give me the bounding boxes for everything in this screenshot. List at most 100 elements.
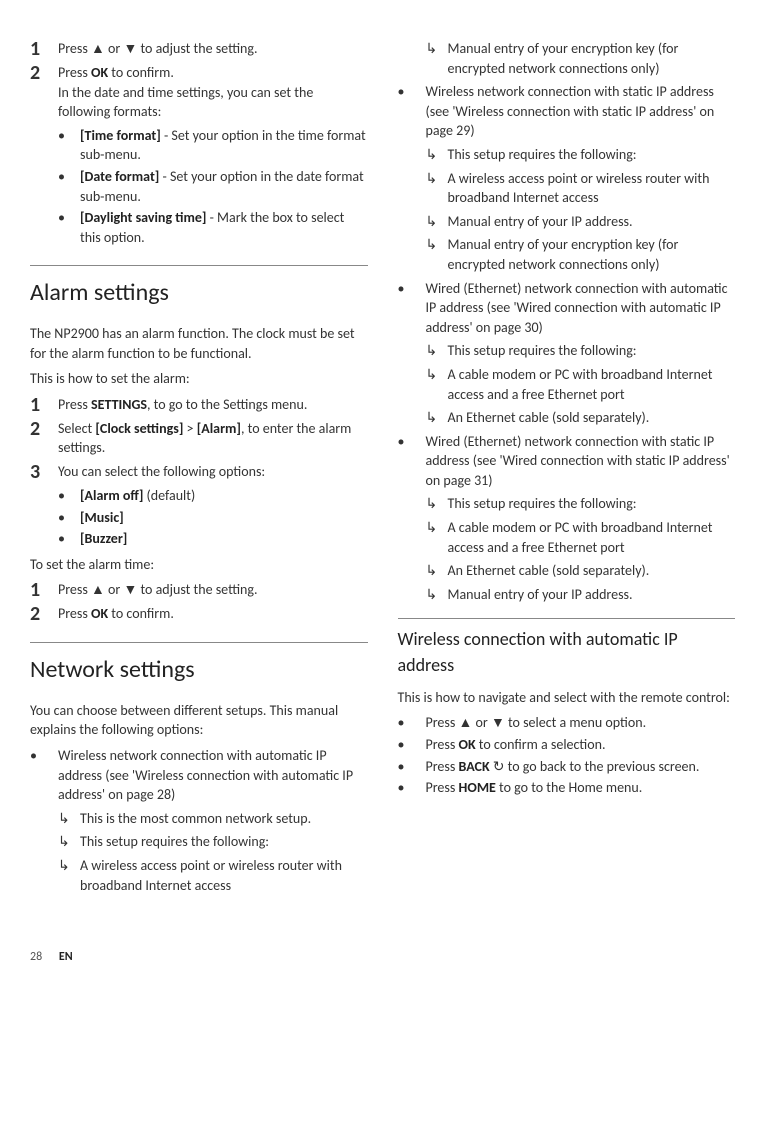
label: [Alarm] bbox=[197, 420, 241, 437]
arrow-body: Manual entry of your encryption key (for… bbox=[448, 39, 736, 78]
alarm-settings-heading: Alarm settings bbox=[30, 265, 368, 310]
label: [Buzzer] bbox=[80, 529, 368, 549]
arrow-icon: ↳ bbox=[426, 585, 448, 605]
label: OK bbox=[459, 736, 476, 753]
wireless-auto-intro: This is how to navigate and select with … bbox=[398, 688, 736, 708]
arrow-icon: ↳ bbox=[58, 856, 80, 895]
bullet-marker: • bbox=[398, 82, 426, 141]
right-column: ↳ Manual entry of your encryption key (f… bbox=[398, 35, 736, 899]
alarm-step-1: 1 Press SETTINGS, to go to the Settings … bbox=[30, 395, 368, 415]
bullet-body: Press HOME to go to the Home menu. bbox=[426, 778, 736, 798]
arrow-icon: ↳ bbox=[426, 169, 448, 208]
alarm-how: This is how to set the alarm: bbox=[30, 369, 368, 389]
step-number: 1 bbox=[30, 39, 58, 59]
step-body: Press ▲ or ▼ to adjust the setting. bbox=[58, 39, 368, 59]
network-intro: You can choose between different setups.… bbox=[30, 701, 368, 740]
arrow-icon: ↳ bbox=[426, 408, 448, 428]
bullet-body: Press OK to confirm a selection. bbox=[426, 735, 736, 755]
text: Press bbox=[426, 758, 459, 775]
step-body: Press OK to confirm. In the date and tim… bbox=[58, 63, 368, 122]
arrow-body: This is the most common network setup. bbox=[80, 809, 368, 829]
label: [Date format] bbox=[80, 168, 159, 185]
label: BACK bbox=[459, 758, 490, 775]
arrow-body: An Ethernet cable (sold separately). bbox=[448, 408, 736, 428]
buzzer-item: • [Buzzer] bbox=[58, 529, 368, 549]
bullet-body: Wired (Ethernet) network connection with… bbox=[426, 432, 736, 491]
remote-step: • Press ▲ or ▼ to select a menu option. bbox=[398, 713, 736, 733]
dst-item: • [Daylight saving time] - Mark the box … bbox=[58, 208, 368, 247]
arrow-item: ↳ A cable modem or PC with broadband Int… bbox=[426, 518, 736, 557]
arrow-icon: ↳ bbox=[426, 235, 448, 274]
arrow-body: Manual entry of your encryption key (for… bbox=[448, 235, 736, 274]
bullet-body: Wireless network connection with static … bbox=[426, 82, 736, 141]
bullet-marker: • bbox=[58, 167, 80, 206]
bullet-marker: • bbox=[58, 208, 80, 247]
bullet-marker: • bbox=[58, 529, 80, 549]
arrow-icon: ↳ bbox=[426, 518, 448, 557]
bullet-marker: • bbox=[398, 757, 426, 777]
text: Press bbox=[58, 605, 91, 622]
label: SETTINGS bbox=[91, 396, 147, 413]
text: Select bbox=[58, 420, 95, 437]
arrow-item: ↳ A wireless access point or wireless ro… bbox=[426, 169, 736, 208]
arrow-item: ↳ Manual entry of your IP address. bbox=[426, 585, 736, 605]
arrow-item: ↳ Manual entry of your IP address. bbox=[426, 212, 736, 232]
arrow-icon: ↳ bbox=[58, 832, 80, 852]
text: (default) bbox=[143, 487, 195, 504]
text: Press bbox=[426, 736, 459, 753]
arrow-icon: ↳ bbox=[426, 561, 448, 581]
arrow-body: A wireless access point or wireless rout… bbox=[80, 856, 368, 895]
bullet-marker: • bbox=[398, 279, 426, 338]
bullet-body: [Time format] - Set your option in the t… bbox=[80, 126, 368, 165]
arrow-item: ↳ Manual entry of your encryption key (f… bbox=[426, 39, 736, 78]
time-step-1: 1 Press ▲ or ▼ to adjust the setting. bbox=[30, 580, 368, 600]
arrow-item: ↳ An Ethernet cable (sold separately). bbox=[426, 561, 736, 581]
arrow-icon: ↳ bbox=[426, 39, 448, 78]
bullet-body: [Daylight saving time] - Mark the box to… bbox=[80, 208, 368, 247]
arrow-body: A wireless access point or wireless rout… bbox=[448, 169, 736, 208]
text: > bbox=[183, 420, 196, 437]
bullet-marker: • bbox=[30, 746, 58, 805]
wireless-auto-heading: Wireless connection with automatic IP ad… bbox=[398, 618, 736, 677]
arrow-body: This setup requires the following: bbox=[448, 494, 736, 514]
arrow-body: Manual entry of your IP address. bbox=[448, 212, 736, 232]
date-format-item: • [Date format] - Set your option in the… bbox=[58, 167, 368, 206]
text: to confirm. bbox=[108, 605, 174, 622]
step-number: 1 bbox=[30, 395, 58, 415]
step-1: 1 Press ▲ or ▼ to adjust the setting. bbox=[30, 39, 368, 59]
text: ↻ to go back to the previous screen. bbox=[490, 758, 700, 775]
label: [Clock settings] bbox=[95, 420, 183, 437]
step-number: 2 bbox=[30, 604, 58, 624]
page-number: 28 bbox=[30, 950, 42, 964]
bullet-marker: • bbox=[398, 432, 426, 491]
step-2: 2 Press OK to confirm. In the date and t… bbox=[30, 63, 368, 122]
arrow-icon: ↳ bbox=[426, 494, 448, 514]
step-number: 2 bbox=[30, 419, 58, 458]
arrow-item: ↳ Manual entry of your encryption key (f… bbox=[426, 235, 736, 274]
text: to confirm. bbox=[108, 64, 174, 81]
text: Press bbox=[58, 396, 91, 413]
music-item: • [Music] bbox=[58, 508, 368, 528]
wired-static-item: • Wired (Ethernet) network connection wi… bbox=[398, 432, 736, 491]
bullet-body: Wired (Ethernet) network connection with… bbox=[426, 279, 736, 338]
alarm-intro: The NP2900 has an alarm function. The cl… bbox=[30, 324, 368, 363]
arrow-body: This setup requires the following: bbox=[448, 145, 736, 165]
remote-step: • Press BACK ↻ to go back to the previou… bbox=[398, 757, 736, 777]
step-number: 3 bbox=[30, 462, 58, 482]
label: OK bbox=[91, 605, 108, 622]
arrow-item: ↳ This is the most common network setup. bbox=[58, 809, 368, 829]
remote-step: • Press HOME to go to the Home menu. bbox=[398, 778, 736, 798]
alarm-step-3: 3 You can select the following options: bbox=[30, 462, 368, 482]
ok-label: OK bbox=[91, 64, 108, 81]
text: , to go to the Settings menu. bbox=[147, 396, 307, 413]
arrow-body: A cable modem or PC with broadband Inter… bbox=[448, 365, 736, 404]
arrow-icon: ↳ bbox=[426, 145, 448, 165]
arrow-item: ↳ A cable modem or PC with broadband Int… bbox=[426, 365, 736, 404]
step-body: Select [Clock settings] > [Alarm], to en… bbox=[58, 419, 368, 458]
text: In the date and time settings, you can s… bbox=[58, 83, 368, 122]
arrow-icon: ↳ bbox=[426, 365, 448, 404]
wireless-auto-item: • Wireless network connection with autom… bbox=[30, 746, 368, 805]
label: [Music] bbox=[80, 508, 368, 528]
left-column: 1 Press ▲ or ▼ to adjust the setting. 2 … bbox=[30, 35, 368, 899]
arrow-body: This setup requires the following: bbox=[80, 832, 368, 852]
